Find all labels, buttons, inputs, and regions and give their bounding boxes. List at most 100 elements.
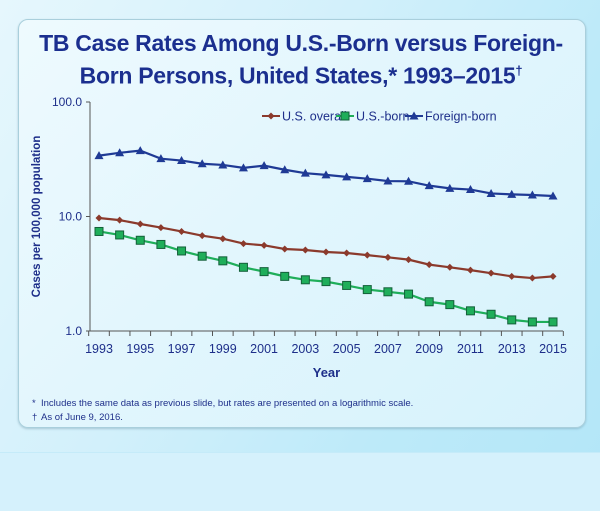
data-point-u-s-born xyxy=(300,275,310,285)
data-point-u-s-born xyxy=(465,306,475,316)
data-point-foreign-born xyxy=(527,190,537,199)
data-point-foreign-born xyxy=(548,191,558,200)
data-point-u-s-born xyxy=(135,235,145,245)
data-point-u-s-overall xyxy=(384,253,392,261)
data-point-u-s-overall xyxy=(446,263,454,271)
data-point-u-s-overall xyxy=(157,224,165,232)
data-point-u-s-born xyxy=(115,230,125,240)
series-line-u-s-born xyxy=(98,230,553,324)
data-point-u-s-born xyxy=(486,309,496,319)
data-point-u-s-born xyxy=(507,315,517,325)
data-point-u-s-born xyxy=(238,262,248,272)
y-axis-title: Cases per 100,000 population xyxy=(31,136,43,298)
data-point-foreign-born xyxy=(383,176,393,185)
x-tick-label: 1993 xyxy=(85,342,113,356)
footnotes: * Includes the same data as previous slid… xyxy=(32,397,413,425)
data-point-u-s-overall xyxy=(405,256,413,264)
data-point-foreign-born xyxy=(135,146,145,155)
data-point-foreign-born xyxy=(177,156,187,165)
data-point-u-s-born xyxy=(94,226,104,236)
slide-panel xyxy=(18,19,586,428)
data-point-foreign-born xyxy=(94,151,104,160)
y-tick-label: 100.0 xyxy=(52,95,82,109)
data-point-foreign-born xyxy=(238,163,248,172)
data-point-u-s-born xyxy=(259,267,269,277)
data-point-u-s-overall xyxy=(116,216,124,224)
data-point-u-s-overall xyxy=(198,232,206,240)
y-tick-label: 10.0 xyxy=(59,210,83,224)
data-point-u-s-born xyxy=(197,251,207,261)
bottom-band xyxy=(0,452,600,511)
title-dagger: † xyxy=(515,63,523,78)
data-point-u-s-overall xyxy=(281,245,289,253)
legend-marker-u-s-born xyxy=(340,111,350,121)
data-point-u-s-born xyxy=(362,285,372,295)
data-point-foreign-born xyxy=(218,160,228,169)
x-axis-title: Year xyxy=(313,365,340,380)
data-point-u-s-born xyxy=(445,300,455,310)
data-point-u-s-overall xyxy=(301,246,309,254)
data-point-foreign-born xyxy=(362,174,372,183)
data-point-foreign-born xyxy=(197,159,207,168)
x-tick-label: 2005 xyxy=(333,342,361,356)
x-tick-label: 2003 xyxy=(291,342,319,356)
data-point-u-s-overall xyxy=(528,274,536,282)
data-point-u-s-overall xyxy=(178,227,186,235)
legend-label-foreign-born: Foreign-born xyxy=(425,110,497,124)
data-point-u-s-overall xyxy=(466,266,474,274)
data-point-u-s-overall xyxy=(219,235,227,243)
legend-label-u-s-born: U.S.-born xyxy=(356,110,410,124)
data-point-u-s-born xyxy=(548,317,558,327)
data-point-foreign-born xyxy=(465,185,475,194)
footnote-2: † As of June 9, 2016. xyxy=(32,412,123,423)
data-point-foreign-born xyxy=(300,168,310,177)
data-point-foreign-born xyxy=(424,181,434,190)
data-point-foreign-born xyxy=(156,154,166,163)
data-point-u-s-overall xyxy=(136,220,144,228)
data-point-u-s-born xyxy=(156,239,166,249)
data-point-foreign-born xyxy=(342,172,352,181)
data-point-u-s-overall xyxy=(425,261,433,269)
data-point-u-s-born xyxy=(177,246,187,256)
data-point-u-s-overall xyxy=(487,269,495,277)
data-point-foreign-born xyxy=(507,189,517,198)
x-tick-label: 2007 xyxy=(374,342,402,356)
data-point-foreign-born xyxy=(404,176,414,185)
data-point-u-s-overall xyxy=(322,248,330,256)
chart-title: TB Case Rates Among U.S.-Born versus For… xyxy=(18,30,584,90)
data-point-foreign-born xyxy=(486,188,496,197)
title-line-1: TB Case Rates Among U.S.-Born versus For… xyxy=(39,30,563,56)
data-point-u-s-overall xyxy=(508,272,516,280)
data-point-u-s-overall xyxy=(343,249,351,257)
data-point-u-s-born xyxy=(321,277,331,287)
x-tick-label: 2015 xyxy=(539,342,567,356)
x-tick-label: 1997 xyxy=(168,342,196,356)
data-point-foreign-born xyxy=(445,183,455,192)
data-point-u-s-born xyxy=(342,280,352,290)
x-tick-label: 2001 xyxy=(250,342,278,356)
data-point-foreign-born xyxy=(280,165,290,174)
data-point-u-s-overall xyxy=(260,241,268,249)
legend-label-u-s-overall: U.S. overall xyxy=(282,110,347,124)
x-tick-label: 2011 xyxy=(457,342,484,356)
title-line-2: Born Persons, United States,* 1993–2015 xyxy=(79,62,516,89)
data-point-u-s-born xyxy=(218,256,228,266)
x-tick-label: 1995 xyxy=(126,342,154,356)
footnote-1: * Includes the same data as previous slid… xyxy=(32,398,414,409)
data-point-u-s-overall xyxy=(363,251,371,259)
data-point-u-s-born xyxy=(280,271,290,281)
data-point-u-s-born xyxy=(404,289,414,299)
data-point-u-s-overall xyxy=(239,240,247,248)
data-point-u-s-born xyxy=(383,287,393,297)
x-tick-label: 2009 xyxy=(415,342,443,356)
series-line-u-s-overall xyxy=(98,216,554,280)
data-point-foreign-born xyxy=(321,170,331,179)
y-tick-label: 1.0 xyxy=(65,324,82,338)
data-point-foreign-born xyxy=(115,148,125,157)
data-point-u-s-overall xyxy=(95,214,103,222)
data-point-foreign-born xyxy=(259,161,269,170)
x-tick-label: 2013 xyxy=(498,342,526,356)
data-point-u-s-overall xyxy=(549,272,557,280)
data-point-u-s-born xyxy=(527,317,537,327)
